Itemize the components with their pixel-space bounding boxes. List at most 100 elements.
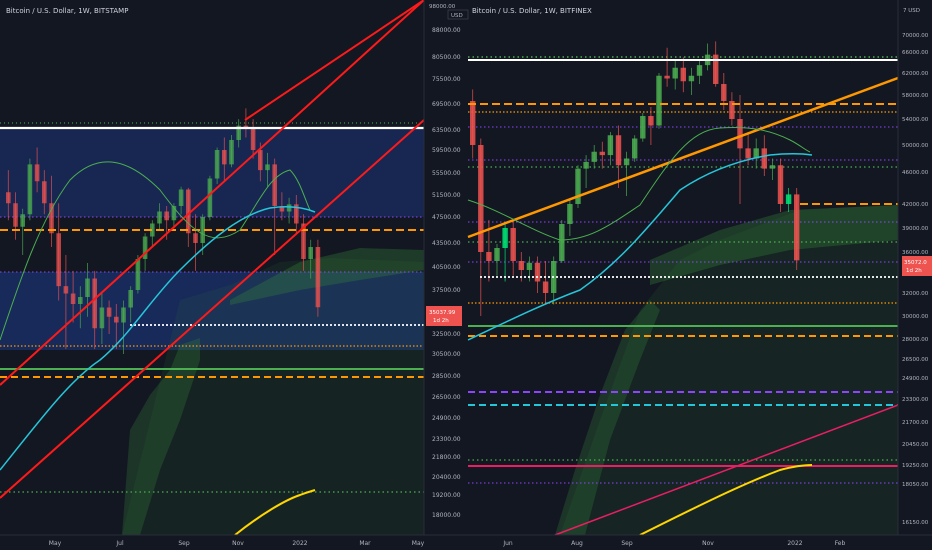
left-cloud-shade — [0, 258, 424, 535]
right-bar-countdown: 1d 2h — [906, 268, 922, 274]
left-candle — [301, 214, 306, 271]
right-cloud-band — [555, 300, 660, 535]
right-candle — [672, 59, 678, 90]
right-candle — [583, 155, 589, 188]
right-price-tick: 23300.00 — [902, 397, 929, 403]
right-candle — [713, 41, 719, 87]
left-candle — [315, 239, 321, 317]
left-candle — [135, 255, 141, 294]
left-chart-pane[interactable]: Bitcoin / U.S. Dollar, 1W, BITSTAMP — [0, 0, 425, 536]
left-channel-upper — [244, 0, 425, 121]
left-last-price-tag — [426, 306, 462, 326]
left-candle — [70, 270, 76, 323]
left-price-tick: 55500.00 — [432, 170, 461, 177]
left-candle — [6, 170, 11, 221]
right-candle — [623, 151, 630, 196]
right-candle — [510, 220, 516, 276]
left-candle — [85, 263, 90, 317]
middle-currency-label: 98000.00 USD — [429, 4, 469, 20]
left-candle — [243, 108, 249, 138]
right-candle — [591, 145, 597, 169]
right-price-tick: 20450.00 — [902, 442, 929, 448]
currency-badge: USD — [451, 13, 463, 19]
right-price-tick: 70000.00 — [902, 33, 929, 39]
left-ma-teal — [0, 206, 316, 471]
right-pink-trendline — [554, 404, 899, 536]
left-price-tick: 18000.00 — [432, 512, 461, 519]
right-chart-pane[interactable]: Bitcoin / U.S. Dollar, 1W, BITFINEX — [467, 7, 899, 536]
left-candle — [42, 170, 47, 215]
left-candle — [186, 187, 191, 247]
left-price-tick: 32500.00 — [432, 331, 461, 338]
right-candle — [656, 73, 662, 129]
right-time-tick: Nov — [702, 540, 714, 547]
right-candle — [785, 188, 792, 212]
right-candle — [494, 244, 500, 276]
left-candle — [193, 214, 198, 271]
right-pane-title: Bitcoin / U.S. Dollar, 1W, BITFINEX — [472, 7, 592, 15]
left-price-tick: 69500.00 — [432, 101, 461, 108]
left-time-tick: Sep — [178, 540, 190, 547]
left-cloud-upper — [230, 248, 424, 305]
left-candle — [214, 147, 220, 184]
left-bar-countdown: 1d 2h — [433, 318, 449, 324]
right-candle — [470, 89, 476, 159]
left-candle — [222, 137, 227, 182]
right-last-price-tag — [902, 256, 932, 276]
left-lower-box — [0, 272, 424, 350]
left-candle — [56, 203, 61, 301]
right-last-price: 35072.0 — [904, 260, 927, 266]
left-candle — [13, 192, 18, 240]
left-cloud-band — [122, 338, 200, 535]
right-time-tick: Feb — [835, 540, 846, 547]
left-price-tick: 19200.00 — [432, 492, 461, 499]
left-time-tick: May — [412, 540, 425, 547]
left-time-tick: Nov — [232, 540, 244, 547]
right-candle — [567, 200, 573, 236]
right-price-tick: 30000.00 — [902, 314, 929, 320]
right-candle — [794, 188, 800, 270]
left-candle — [286, 197, 292, 224]
left-candle — [229, 135, 234, 168]
right-candle — [688, 67, 695, 95]
right-candle — [478, 138, 484, 316]
right-price-tick: 54000.00 — [902, 117, 929, 123]
right-candle — [680, 57, 686, 93]
left-channel-lower — [0, 119, 425, 499]
right-pane-top-value: 98000.00 — [429, 4, 456, 10]
time-axis[interactable]: May Jul Sep Nov 2022 Mar May Jun Aug Sep Nov 2022 F… — [0, 534, 932, 550]
left-candle — [49, 175, 54, 247]
left-time-tick: Mar — [359, 540, 371, 547]
left-candle — [27, 158, 33, 221]
left-channel-mid — [0, 0, 425, 386]
left-candle — [128, 286, 133, 323]
left-time-tick: 2022 — [292, 540, 307, 547]
right-price-tick: 16150.00 — [902, 520, 929, 526]
right-candle — [615, 125, 622, 188]
right-candle — [696, 59, 703, 84]
left-ma-green — [0, 161, 311, 341]
left-candle — [250, 119, 256, 159]
right-candle — [777, 158, 784, 212]
right-price-tick: 50000.00 — [902, 143, 929, 149]
left-price-tick: 40500.00 — [432, 264, 461, 271]
right-time-tick: Jun — [502, 540, 513, 547]
right-candle — [648, 107, 654, 145]
left-candle — [63, 255, 69, 349]
right-axis-currency: 7 USD — [903, 8, 920, 14]
right-candle — [607, 132, 614, 166]
right-time-tick: Sep — [621, 540, 633, 547]
right-price-tick: 18050.00 — [902, 482, 929, 488]
right-candle — [640, 113, 646, 142]
left-candle — [236, 119, 241, 148]
right-candle — [599, 141, 605, 169]
right-price-tick: 58000.00 — [902, 93, 929, 99]
left-price-tick: 21800.00 — [432, 454, 461, 461]
right-candle — [575, 165, 581, 208]
right-candle — [729, 92, 735, 126]
left-candle — [92, 270, 97, 349]
right-price-axis[interactable]: 7 USD 70000.00 66000.00 62000.00 58000.00 54… — [897, 0, 932, 535]
left-price-axis[interactable]: 88000.00 80500.00 75500.00 69500.00 63500.00… — [423, 0, 466, 535]
right-price-tick: 28000.00 — [902, 337, 929, 343]
